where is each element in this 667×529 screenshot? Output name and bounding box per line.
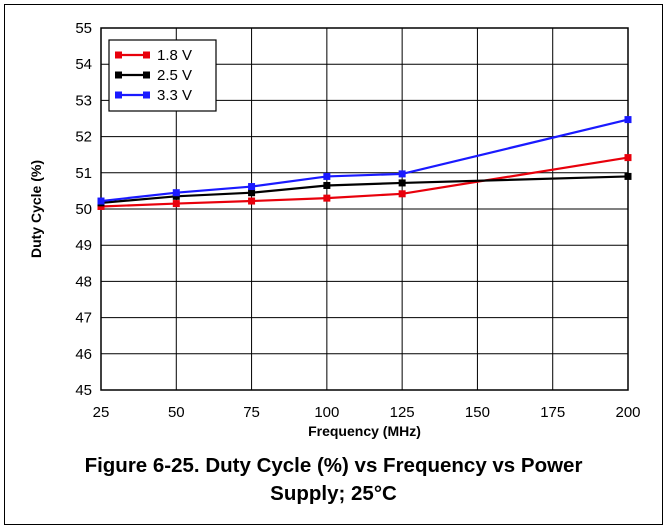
data-point <box>97 202 105 210</box>
legend-label: 2.5 V <box>157 67 192 84</box>
data-point <box>172 192 180 200</box>
chart: 45 46 47 48 49 50 51 52 53 54 55 25 50 75 100 125 150 17… <box>28 20 641 439</box>
data-point <box>248 197 256 205</box>
x-tick-label: 100 <box>314 404 339 421</box>
data-point <box>97 197 105 205</box>
data-point <box>398 170 406 178</box>
series-line <box>100 175 629 204</box>
caption-line-2: Supply; 25°C <box>270 482 397 505</box>
x-tick-label: 175 <box>540 404 565 421</box>
x-tick-labels: 25 50 75 100 125 150 175 200 <box>93 404 641 421</box>
x-tick-label: 25 <box>93 404 110 421</box>
y-tick-label: 55 <box>75 20 92 37</box>
y-tick-label: 48 <box>75 273 92 290</box>
legend-label: 1.8 V <box>157 47 192 64</box>
y-tick-label: 49 <box>75 237 92 254</box>
x-tick-label: 75 <box>243 404 260 421</box>
x-axis-title: Frequency (MHz) <box>308 423 421 439</box>
y-tick-label: 54 <box>75 56 92 73</box>
legend-label: 3.3 V <box>157 87 192 104</box>
data-point <box>624 172 632 180</box>
legend-item: 1.8 V <box>115 47 192 64</box>
y-tick-label: 52 <box>75 129 92 146</box>
legend-swatch-marker <box>143 71 150 79</box>
data-point <box>624 154 632 162</box>
y-tick-label: 45 <box>75 382 92 399</box>
legend-swatch-marker <box>115 71 122 79</box>
y-tick-label: 50 <box>75 201 92 218</box>
legend-item: 2.5 V <box>115 67 192 84</box>
data-point <box>172 200 180 208</box>
y-tick-label: 53 <box>75 92 92 109</box>
series-group <box>97 116 632 210</box>
data-point <box>248 183 256 191</box>
series-line <box>100 118 629 203</box>
figure-caption: Figure 6-25. Duty Cycle (%) vs Frequency… <box>0 452 667 508</box>
legend-item: 3.3 V <box>115 87 192 104</box>
x-tick-label: 150 <box>465 404 490 421</box>
legend-swatch-marker <box>143 51 150 59</box>
y-tick-label: 47 <box>75 310 92 327</box>
y-tick-labels: 45 46 47 48 49 50 51 52 53 54 55 <box>75 20 92 399</box>
data-point <box>323 181 331 189</box>
legend: 1.8 V 2.5 V 3.3 V <box>108 39 217 112</box>
data-point <box>323 194 331 202</box>
x-tick-label: 50 <box>168 404 185 421</box>
series-1-8-vv <box>97 154 632 210</box>
data-point <box>248 189 256 197</box>
series-3-3-vv <box>97 116 632 205</box>
x-tick-label: 200 <box>615 404 640 421</box>
data-point <box>398 190 406 198</box>
data-point <box>624 116 632 124</box>
y-tick-label: 46 <box>75 346 92 363</box>
data-point <box>323 172 331 180</box>
caption-line-1: Figure 6-25. Duty Cycle (%) vs Frequency… <box>84 454 583 477</box>
data-point <box>172 189 180 197</box>
data-point <box>398 179 406 187</box>
y-tick-label: 51 <box>75 165 92 182</box>
legend-swatch-marker <box>115 91 122 99</box>
legend-swatch-marker <box>143 91 150 99</box>
series-line <box>100 156 629 208</box>
x-tick-label: 125 <box>390 404 415 421</box>
y-axis-title: Duty Cycle (%) <box>28 160 44 258</box>
legend-swatch-marker <box>115 51 122 59</box>
